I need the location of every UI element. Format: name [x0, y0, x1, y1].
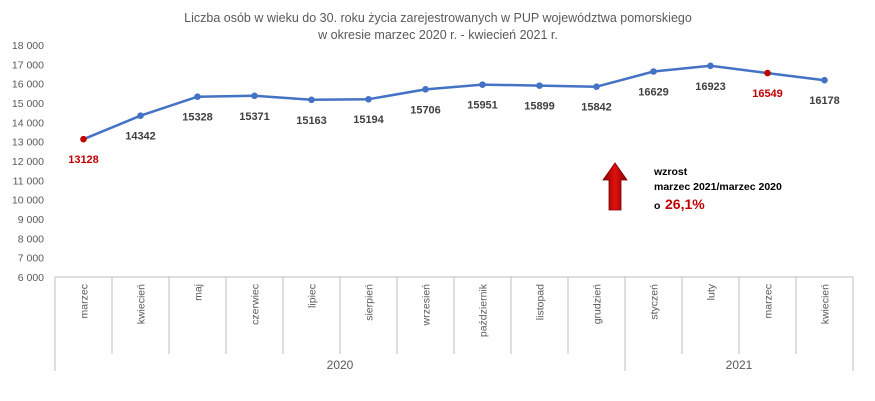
- x-tick-label: marzec: [79, 284, 91, 318]
- y-tick-label: 13 000: [12, 137, 44, 149]
- data-point: [365, 95, 372, 103]
- data-label: 16549: [752, 88, 783, 100]
- y-tick-label: 15 000: [12, 98, 44, 110]
- series-polyline: [83, 64, 825, 141]
- data-label: 15163: [296, 115, 327, 127]
- series-line: [80, 62, 828, 143]
- data-point: [479, 81, 486, 88]
- data-label: 15194: [353, 114, 384, 126]
- y-tick-label: 9 000: [18, 214, 44, 226]
- data-label: 15706: [410, 104, 441, 116]
- x-tick-label: listopad: [535, 284, 547, 320]
- x-tick-label: sierpień: [364, 284, 376, 321]
- x-tick-label: luty: [706, 283, 718, 300]
- x-axis: marzec kwiecień maj czerwiec lipiec sierpień w…: [54, 276, 854, 372]
- data-label: 15899: [524, 101, 555, 113]
- data-point: [308, 96, 315, 104]
- x-tick-label: wrzesień: [421, 284, 433, 327]
- y-tick-label: 12 000: [12, 156, 44, 168]
- annotation-line-2: marzec 2021/marzec 2020: [654, 181, 782, 193]
- y-tick-label: 16 000: [12, 79, 44, 91]
- annotation-line-1: wzrost: [653, 166, 688, 178]
- data-point: [821, 76, 828, 84]
- data-labels: 13128 14342 15328 15371 15163 15194 15706 15951…: [68, 81, 840, 166]
- data-point: [593, 83, 600, 91]
- data-point: [137, 112, 144, 120]
- data-label: 16923: [695, 81, 726, 93]
- x-tick-label: grudzień: [592, 284, 604, 324]
- data-point: [764, 69, 771, 77]
- data-label: 15842: [581, 102, 612, 114]
- x-tick-label: lipiec: [307, 284, 319, 308]
- chart-title-line-2: w okresie marzec 2020 r. - kwiecień 2021…: [317, 28, 558, 42]
- y-tick-label: 6 000: [18, 272, 44, 284]
- x-tick-label: styczeń: [649, 284, 661, 320]
- y-axis: 6 000 7 000 8 000 9 000 10 000 11 000 12 000 13…: [12, 40, 44, 284]
- data-point: [194, 93, 201, 100]
- growth-annotation: wzrost marzec 2021/marzec 2020 o 26,1%: [602, 162, 782, 212]
- data-label: 14342: [125, 131, 156, 143]
- x-tick-label: marzec: [763, 284, 775, 318]
- data-point: [536, 82, 543, 89]
- chart-title-line-1: Liczba osób w wieku do 30. roku życia za…: [184, 11, 692, 25]
- data-label: 13128: [68, 154, 99, 166]
- x-tick-label: październik: [478, 283, 490, 337]
- data-label: 16629: [638, 87, 669, 99]
- y-tick-label: 18 000: [12, 40, 44, 52]
- y-tick-label: 10 000: [12, 195, 44, 207]
- x-tick-label: kwiecień: [136, 284, 148, 324]
- x-tick-label: czerwiec: [250, 284, 262, 325]
- data-point: [650, 68, 657, 75]
- annotation-bullet: o: [654, 200, 660, 212]
- y-tick-label: 17 000: [12, 59, 44, 71]
- data-label: 15328: [182, 112, 213, 124]
- data-point: [251, 92, 258, 100]
- y-tick-label: 8 000: [18, 233, 44, 245]
- data-label: 16178: [809, 95, 840, 107]
- year-label: 2020: [327, 358, 354, 372]
- year-label: 2021: [726, 358, 753, 372]
- x-tick-label: maj: [193, 284, 205, 301]
- data-label: 15371: [239, 111, 270, 123]
- up-arrow-icon: [602, 162, 628, 211]
- x-tick-label: kwiecień: [820, 284, 832, 324]
- data-point: [707, 62, 714, 70]
- y-tick-label: 11 000: [13, 175, 44, 187]
- annotation-percent: 26,1%: [665, 196, 705, 212]
- data-point: [80, 135, 87, 143]
- data-point: [422, 86, 429, 93]
- y-tick-label: 14 000: [12, 117, 44, 129]
- data-label: 15951: [467, 100, 498, 112]
- y-tick-label: 7 000: [18, 253, 44, 265]
